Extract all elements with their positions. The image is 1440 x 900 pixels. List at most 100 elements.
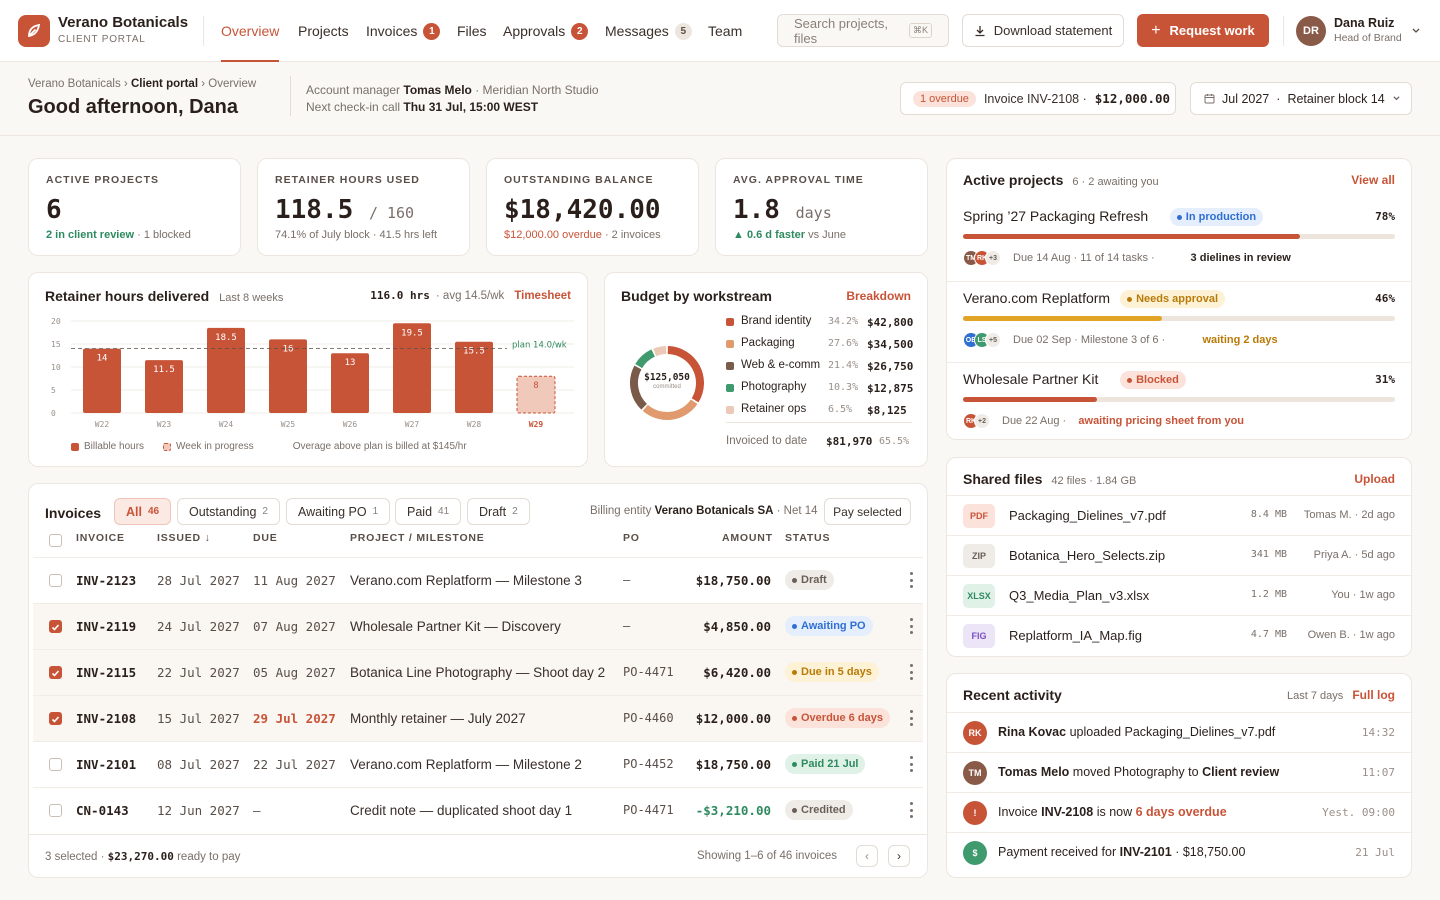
donut-slice[interactable] (653, 346, 667, 357)
tab-draft[interactable]: Draft 2 (467, 498, 530, 525)
nav-projects[interactable]: Projects (298, 0, 349, 62)
row-checkbox[interactable] (49, 666, 62, 679)
brand-logo-icon[interactable] (18, 15, 50, 47)
row-menu-icon[interactable] (909, 756, 913, 772)
nav-overview[interactable]: Overview (221, 0, 280, 62)
column-header-due[interactable]: DUE (253, 532, 278, 544)
project-status-badge: Blocked (1120, 371, 1186, 389)
stat-retainer-hours[interactable]: RETAINER HOURS USED 118.5 / 160 74.1% of… (257, 158, 470, 256)
timesheet-link[interactable]: Timesheet (514, 290, 571, 302)
nav-approvals[interactable]: Approvals 2 (503, 0, 589, 62)
row-checkbox[interactable] (49, 758, 62, 771)
row-menu-icon[interactable] (909, 572, 913, 588)
table-row[interactable]: INV-2101 08 Jul 2027 22 Jul 2027 Verano.com… (33, 741, 923, 787)
period-selector[interactable]: Jul 2027 · Retainer block 14 (1190, 82, 1412, 115)
project-item[interactable]: Verano.com Replatform Needs approval 46% OB… (947, 281, 1411, 362)
select-all-checkbox[interactable] (49, 534, 62, 547)
column-header-invoice[interactable]: INVOICE (76, 532, 125, 544)
more-members-badge[interactable]: +2 (974, 413, 990, 429)
table-row[interactable]: INV-2119 24 Jul 2027 07 Aug 2027 Wholesale … (33, 603, 923, 649)
row-checkbox[interactable] (49, 712, 62, 725)
billing-info: Billing entity Verano Botanicals SA · Ne… (590, 505, 818, 517)
breadcrumb-item[interactable]: Verano Botanicals (28, 78, 121, 90)
column-header-project[interactable]: PROJECT / MILESTONE (350, 532, 485, 544)
nav-label: Files (457, 23, 487, 39)
x-tick-label: W27 (405, 420, 420, 429)
row-menu-icon[interactable] (909, 618, 913, 634)
breadcrumb-item: Overview (208, 78, 257, 90)
column-header-po[interactable]: PO (623, 532, 640, 544)
column-header-issued[interactable]: ISSUED ↓ (157, 532, 211, 544)
donut-slice[interactable] (642, 399, 698, 420)
column-header-amount[interactable]: AMOUNT (722, 532, 773, 544)
projects-meta: 6 · 2 awaiting you (1072, 176, 1159, 188)
stat-active-projects[interactable]: ACTIVE PROJECTS 6 2 in client review · 1… (28, 158, 241, 256)
activity-item[interactable]: TM Tomas Melo moved Photography to Client… (947, 752, 1411, 792)
account-manager[interactable]: Tomas Melo (403, 83, 472, 97)
view-all-link[interactable]: View all (1351, 173, 1395, 187)
project-item[interactable]: Wholesale Partner Kit Blocked 31% RK +2 Due 2… (947, 362, 1411, 443)
activity-item[interactable]: $ Payment received for INV-2101 · $18,750… (947, 832, 1411, 872)
user-menu[interactable]: Dana Ruiz Head of Brand (1334, 16, 1402, 44)
column-header-status[interactable]: STATUS (785, 532, 831, 544)
file-row[interactable]: XLSX Q3_Media_Plan_v3.xlsx 1.2 MB You · 1w … (947, 575, 1411, 615)
bar[interactable] (331, 353, 369, 413)
table-row[interactable]: INV-2123 28 Jul 2027 11 Aug 2027 Verano.com… (33, 557, 923, 603)
donut-slice[interactable] (630, 365, 648, 410)
file-size: 341 MB (1250, 549, 1287, 560)
invoice-amount: $4,850.00 (703, 619, 771, 634)
prev-page-button[interactable]: ‹ (856, 845, 878, 867)
row-checkbox[interactable] (49, 574, 62, 587)
search-input[interactable]: Search projects, files ⌘K (777, 14, 949, 47)
due-date: — (253, 803, 261, 818)
row-checkbox[interactable] (49, 804, 62, 817)
bar-in-progress[interactable] (516, 375, 556, 414)
stat-outstanding-balance[interactable]: OUTSTANDING BALANCE $18,420.00 $12,000.0… (486, 158, 699, 256)
row-menu-icon[interactable] (909, 802, 913, 818)
tab-awaiting-po[interactable]: Awaiting PO 1 (286, 498, 391, 525)
more-members-badge[interactable]: +3 (985, 250, 1001, 266)
row-menu-icon[interactable] (909, 710, 913, 726)
table-row[interactable]: CN-0143 12 Jun 2027 — Credit note — duplica… (33, 787, 923, 833)
nav-messages[interactable]: Messages 5 (605, 0, 692, 62)
file-row[interactable]: ZIP Botanica_Hero_Selects.zip 341 MB Priya … (947, 535, 1411, 575)
nav-files[interactable]: Files (457, 0, 487, 62)
tab-outstanding[interactable]: Outstanding 2 (177, 498, 280, 525)
donut-slice[interactable] (667, 346, 704, 403)
activity-item[interactable]: ! Invoice INV-2108 is now 6 days overdue Y… (947, 792, 1411, 832)
table-row[interactable]: INV-2115 22 Jul 2027 05 Aug 2027 Botanica L… (33, 649, 923, 695)
nav-team[interactable]: Team (708, 0, 742, 62)
file-row[interactable]: PDF Packaging_Dielines_v7.pdf 8.4 MB Tomas … (947, 495, 1411, 535)
full-log-link[interactable]: Full log (1352, 688, 1395, 702)
upload-link[interactable]: Upload (1354, 472, 1395, 486)
bar[interactable] (455, 341, 493, 413)
donut-slice[interactable] (635, 349, 656, 369)
request-work-button[interactable]: + Request work (1137, 14, 1269, 47)
overdue-invoice-chip[interactable]: 1 overdue Invoice INV-2108 · $12,000.00 (900, 82, 1176, 115)
file-name: Botanica_Hero_Selects.zip (1009, 548, 1166, 563)
bar[interactable] (83, 348, 121, 413)
more-members-badge[interactable]: +5 (985, 332, 1001, 348)
tab-paid[interactable]: Paid 41 (395, 498, 462, 525)
table-row[interactable]: INV-2108 15 Jul 2027 29 Jul 2027 Monthly re… (33, 695, 923, 741)
bar[interactable] (207, 327, 245, 413)
activity-subject: Tomas Melo (998, 765, 1070, 779)
project-item[interactable]: Spring ’27 Packaging Refresh In productio… (947, 200, 1411, 281)
bar[interactable] (269, 339, 307, 413)
breadcrumb-item[interactable]: Client portal (130, 78, 199, 90)
chevron-down-icon[interactable] (1411, 27, 1421, 35)
download-statement-button[interactable]: Download statement (962, 14, 1124, 47)
breakdown-link[interactable]: Breakdown (846, 289, 911, 303)
next-page-button[interactable]: › (888, 845, 910, 867)
user-avatar[interactable]: DR (1296, 16, 1326, 46)
tab-all[interactable]: All 46 (114, 498, 172, 525)
pay-selected-button[interactable]: Pay selected (824, 498, 911, 525)
bar[interactable] (393, 323, 431, 413)
file-row[interactable]: FIG Replatform_IA_Map.fig 4.7 MB Owen B. · … (947, 615, 1411, 655)
nav-invoices[interactable]: Invoices 1 (366, 0, 441, 62)
row-menu-icon[interactable] (909, 664, 913, 680)
activity-item[interactable]: RK Rina Kovac uploaded Packaging_Dielines… (947, 712, 1411, 752)
bar[interactable] (145, 360, 183, 413)
stat-approval-time[interactable]: AVG. APPROVAL TIME 1.8 days ▲ 0.6 d fast… (715, 158, 928, 256)
row-checkbox[interactable] (49, 620, 62, 633)
